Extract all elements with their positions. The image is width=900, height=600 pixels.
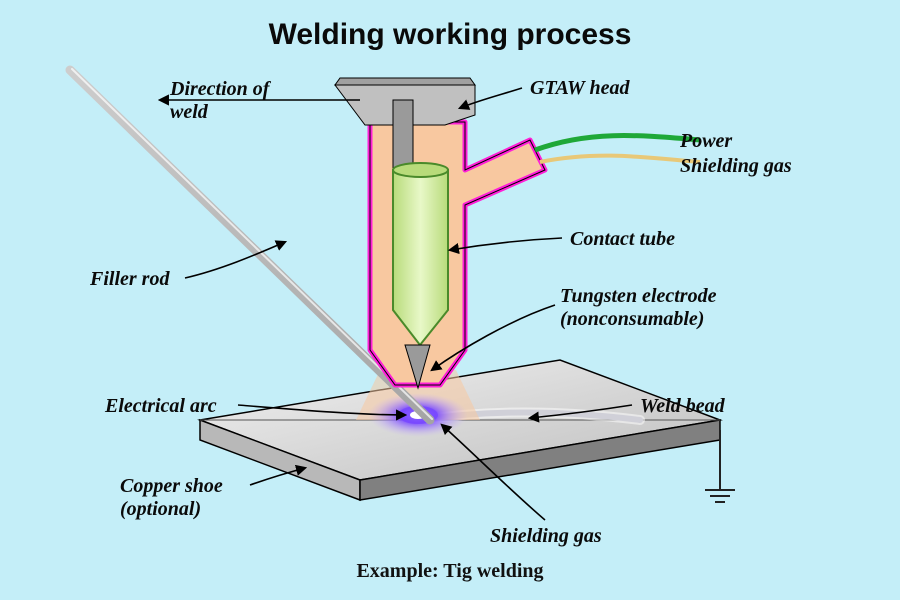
- label-electrical-arc: Electrical arc: [105, 395, 217, 418]
- label-copper-shoe: Copper shoe (optional): [120, 475, 223, 521]
- page-title: Welding working process: [0, 18, 900, 52]
- label-gtaw-head: GTAW head: [530, 77, 629, 100]
- label-power: Power: [680, 130, 732, 153]
- label-contact-tube: Contact tube: [570, 228, 675, 251]
- page-subtitle: Example: Tig welding: [0, 560, 900, 583]
- label-shielding-bot: Shielding gas: [490, 525, 602, 548]
- label-shielding-top: Shielding gas: [680, 155, 792, 178]
- label-tungsten: Tungsten electrode (nonconsumable): [560, 285, 716, 331]
- label-filler-rod: Filler rod: [90, 268, 169, 291]
- label-direction: Direction of weld: [170, 78, 269, 124]
- label-weld-bead: Weld bead: [640, 395, 725, 418]
